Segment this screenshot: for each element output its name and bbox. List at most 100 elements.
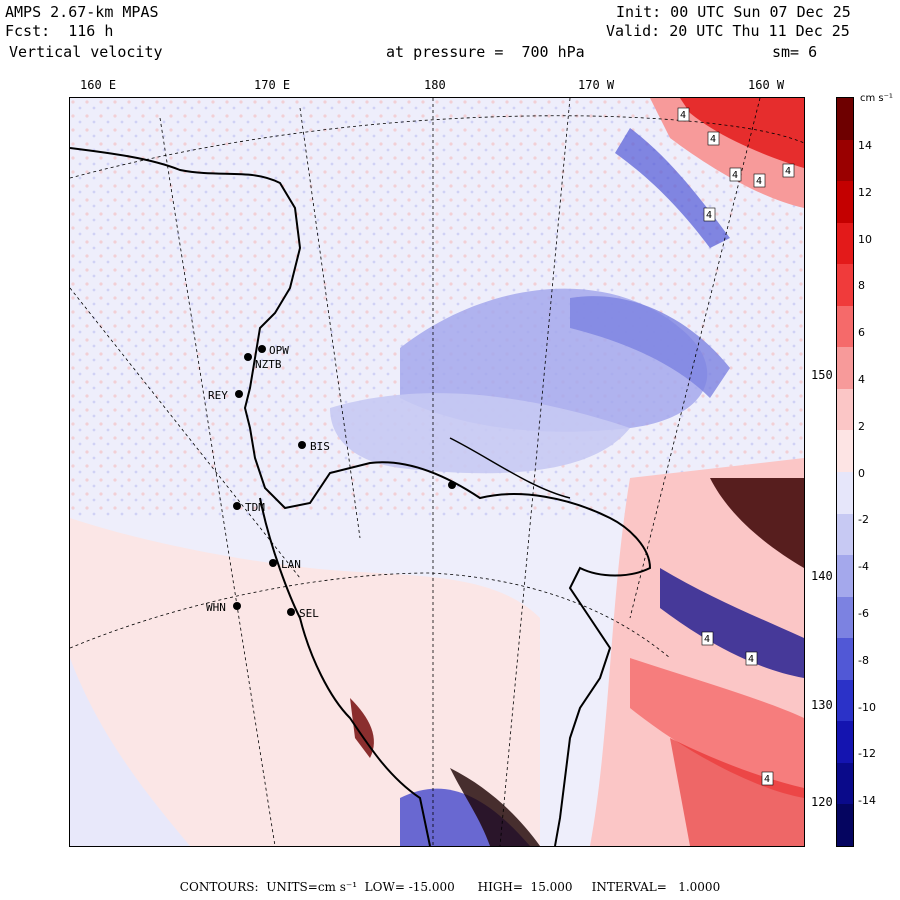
- meridian-line: [70, 287, 301, 579]
- lon-label-160w: 160 W: [748, 78, 785, 92]
- forecast-hour: Fcst: 116 h: [5, 22, 114, 40]
- colorbar-tick-label: 8: [858, 279, 865, 293]
- parallel-line: [70, 572, 671, 659]
- contour-info: CONTOURS: UNITS=cm s⁻¹ LOW= -15.000 HIGH…: [179, 880, 721, 894]
- colorbar-swatch: [837, 679, 853, 722]
- red-convection: [630, 658, 804, 798]
- colorbar-swatch: [837, 721, 853, 764]
- contour-labels: 4 4 4 4 4 4 4 4 4: [677, 107, 795, 786]
- contour-label: 4: [701, 631, 714, 646]
- svg-text:4: 4: [680, 110, 686, 121]
- colorbar-swatch: [837, 347, 853, 390]
- colorbar-tick-label: -8: [858, 653, 869, 667]
- field-name: Vertical velocity: [9, 43, 163, 61]
- colorbar-tick-label: 4: [858, 373, 865, 386]
- colorbar-swatch: [837, 596, 853, 639]
- pink-region: [70, 518, 540, 846]
- map-canvas: OPW NZTB REY BIS TDM LAN WHN SEL 4 4 4 4…: [70, 98, 804, 846]
- red-convection-low: [670, 738, 804, 846]
- svg-text:4: 4: [785, 166, 791, 177]
- station-label-opw: OPW: [269, 344, 289, 357]
- ice-shelf-edge: [449, 437, 571, 499]
- blue-streak-top: [615, 128, 730, 248]
- svg-text:4: 4: [732, 170, 738, 181]
- stations: OPW NZTB REY BIS TDM LAN WHN SEL: [206, 344, 456, 620]
- colorbar-swatch: [837, 513, 853, 556]
- station-marker-sel[interactable]: [287, 608, 295, 616]
- lower-left-region: [70, 658, 190, 846]
- coastline: [70, 147, 652, 846]
- red-area-top-dark: [680, 98, 804, 168]
- blue-convection: [660, 568, 804, 678]
- station-marker-tdm[interactable]: [233, 502, 241, 510]
- contour-label: 4: [703, 207, 716, 222]
- blue-band-lower: [330, 393, 630, 474]
- station-label-rey: REY: [208, 389, 228, 402]
- lon-label-180: 180: [424, 78, 446, 92]
- colorbar-tick-label: -12: [858, 747, 876, 761]
- contour-label: 4: [782, 163, 795, 178]
- colorbar-tick-label: 10: [858, 232, 872, 246]
- blue-band-dark: [570, 296, 730, 398]
- colorbar-tick-label: -4: [858, 560, 869, 574]
- station-label-sel: SEL: [299, 607, 319, 620]
- meridian-line: [499, 98, 571, 846]
- colorbar-swatch: [837, 762, 853, 805]
- svg-text:4: 4: [710, 134, 716, 145]
- station-marker-nztb[interactable]: [244, 353, 252, 361]
- contour-label: 4: [745, 651, 758, 666]
- colorbar-tick-label: -14: [858, 794, 876, 808]
- colorbar-swatch: [837, 264, 853, 307]
- svg-text:4: 4: [756, 176, 762, 187]
- svg-text:4: 4: [706, 210, 712, 221]
- colorbar-tick-label: 12: [858, 185, 872, 199]
- parallel-line: [70, 115, 804, 179]
- colorbar-tick-label: -10: [858, 700, 876, 714]
- station-marker-lan[interactable]: [269, 559, 277, 567]
- colorbar-tick-label: -6: [858, 607, 869, 620]
- model-title: AMPS 2.67-km MPAS: [5, 3, 159, 21]
- colorbar-swatch: [837, 555, 853, 598]
- contour-label: 4: [677, 107, 690, 122]
- colorbar-swatch: [837, 222, 853, 265]
- colorbar-swatch: [837, 804, 853, 847]
- meridian-line: [629, 98, 761, 619]
- valid-time: Valid: 20 UTC Thu 11 Dec 25: [606, 22, 850, 40]
- lon-label-160e: 160 E: [80, 78, 117, 92]
- colorbar: [836, 97, 854, 847]
- smoothing-value: sm= 6: [772, 43, 818, 61]
- vertical-velocity-map: OPW NZTB REY BIS TDM LAN WHN SEL 4 4 4 4…: [69, 97, 805, 847]
- station-marker-opw[interactable]: [258, 345, 266, 353]
- colorbar-swatch: [837, 181, 853, 224]
- colorbar-swatch: [837, 638, 853, 681]
- contour-label: 4: [761, 771, 774, 786]
- colorbar-units: cm s⁻¹: [860, 93, 893, 104]
- station-label-nztb: NZTB: [255, 358, 282, 371]
- colorbar-tick-label: -2: [858, 513, 869, 527]
- station-marker-whn[interactable]: [233, 602, 241, 610]
- station-marker-bis[interactable]: [298, 441, 306, 449]
- colorbar-swatch: [837, 430, 853, 473]
- svg-text:4: 4: [764, 774, 770, 785]
- dark-mountains: [450, 768, 540, 846]
- station-marker-unnamed[interactable]: [448, 481, 456, 489]
- init-time: Init: 00 UTC Sun 07 Dec 25: [616, 3, 851, 21]
- colorbar-tick-label: 6: [858, 326, 865, 340]
- contour-label: 4: [729, 167, 742, 182]
- coastline-west: [259, 497, 431, 846]
- station-marker-rey[interactable]: [235, 390, 243, 398]
- colorbar-swatch: [837, 472, 853, 515]
- station-label-lan: LAN: [281, 558, 301, 571]
- svg-text:4: 4: [704, 634, 710, 645]
- pressure-level: at pressure = 700 hPa: [386, 43, 585, 61]
- meridian-line: [159, 117, 276, 846]
- colorbar-swatch: [837, 305, 853, 348]
- station-label-whn: WHN: [206, 601, 226, 614]
- dark-convection: [710, 478, 804, 568]
- colorbar-tick-label: 0: [858, 466, 865, 480]
- colorbar-swatch: [837, 98, 853, 141]
- lon-label-170w: 170 W: [578, 78, 615, 92]
- station-label-tdm: TDM: [245, 501, 265, 514]
- contour-label: 4: [707, 131, 720, 146]
- colorbar-swatch: [837, 139, 853, 182]
